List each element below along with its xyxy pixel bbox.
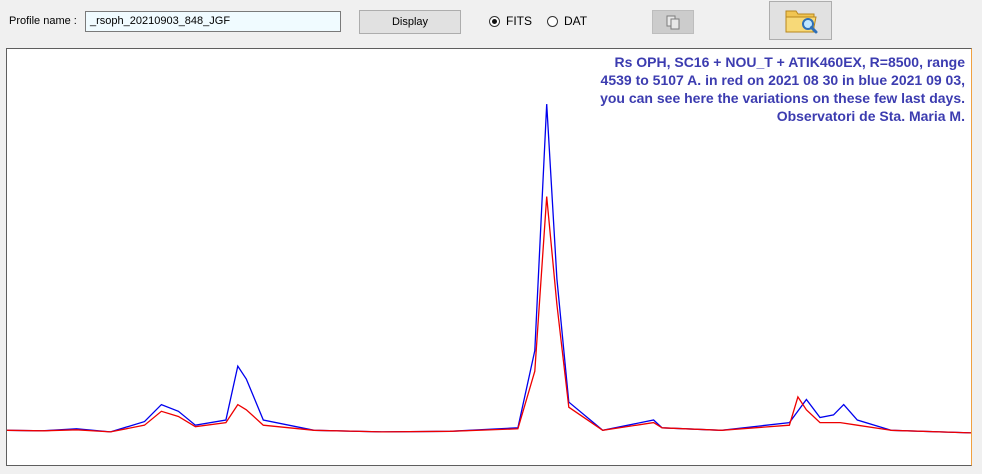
spectrum-chart bbox=[7, 104, 971, 434]
red-spectrum-line bbox=[7, 196, 971, 434]
fits-radio[interactable]: FITS bbox=[489, 14, 532, 28]
annotation-line-3: you can see here the variations on these… bbox=[600, 90, 965, 106]
dat-radio-dot[interactable] bbox=[547, 15, 558, 27]
folder-search-icon bbox=[785, 10, 818, 34]
plot-annotation: Rs OPH, SC16 + NOU_T + ATIK460EX, R=8500… bbox=[545, 53, 965, 125]
annotation-line-1: Rs OPH, SC16 + NOU_T + ATIK460EX, R=8500… bbox=[614, 54, 965, 70]
annotation-line-4: Observatori de Sta. Maria M. bbox=[776, 108, 965, 124]
copy-button[interactable] bbox=[652, 10, 694, 34]
open-folder-button[interactable] bbox=[769, 1, 832, 40]
dat-radio-label: DAT bbox=[564, 14, 588, 28]
profile-name-label: Profile name : bbox=[9, 15, 77, 27]
annotation-line-2: 4539 to 5107 A. in red on 2021 08 30 in … bbox=[600, 72, 965, 88]
profile-name-input[interactable]: _rsoph_20210903_848_JGF bbox=[85, 11, 341, 32]
fits-radio-label: FITS bbox=[506, 14, 532, 28]
spectrum-plot: Rs OPH, SC16 + NOU_T + ATIK460EX, R=8500… bbox=[6, 48, 972, 466]
dat-radio[interactable]: DAT bbox=[547, 14, 587, 28]
blue-spectrum-line bbox=[7, 104, 971, 434]
fits-radio-dot[interactable] bbox=[489, 15, 500, 27]
display-button[interactable]: Display bbox=[359, 10, 461, 34]
toolbar: Profile name : _rsoph_20210903_848_JGF D… bbox=[0, 0, 982, 46]
copy-icon bbox=[666, 15, 680, 30]
